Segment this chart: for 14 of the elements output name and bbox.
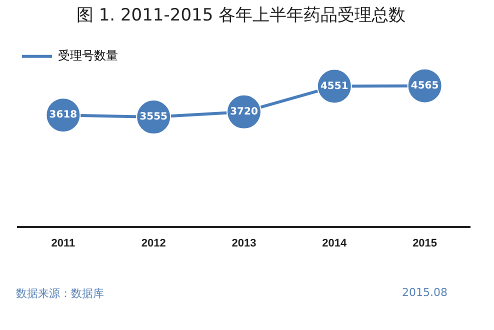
x-tick-label: 2011	[51, 237, 76, 250]
data-label: 3555	[140, 112, 168, 123]
source-note: 数据来源：数据库	[16, 286, 104, 301]
x-tick-label: 2013	[232, 237, 256, 250]
data-label: 4565	[410, 80, 439, 92]
data-label: 4551	[320, 80, 348, 92]
data-label: 3720	[230, 106, 258, 118]
x-tick-label: 2012	[141, 237, 166, 250]
chart-title: 图 1. 2011-2015 各年上半年药品受理总数	[76, 6, 406, 26]
x-tick-label: 2014	[322, 237, 348, 250]
legend-label: 受理号数量	[58, 48, 118, 63]
x-tick-label: 2015	[412, 237, 438, 250]
data-label: 3618	[49, 110, 78, 121]
text: 2015.08	[402, 286, 448, 299]
